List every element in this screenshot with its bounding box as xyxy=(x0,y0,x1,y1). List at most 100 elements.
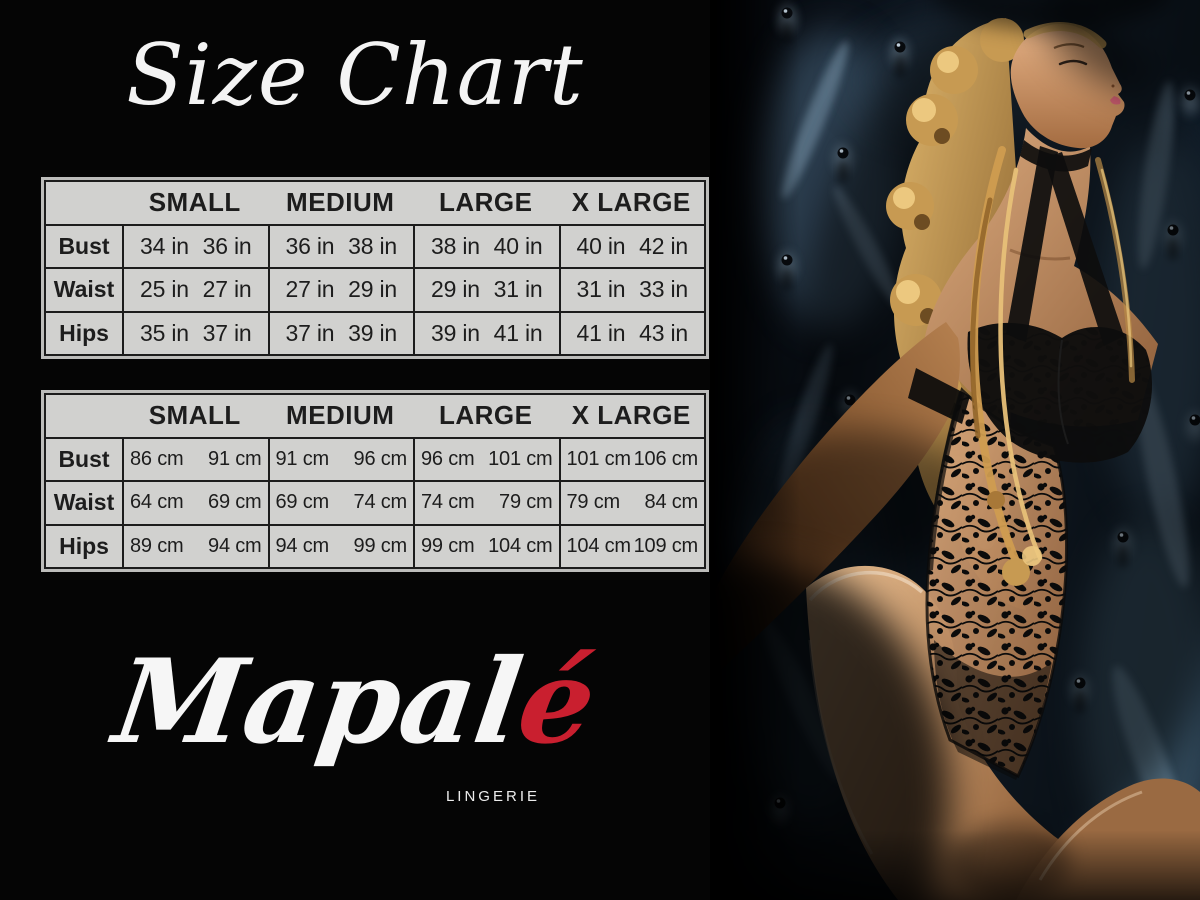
table-row-bust: Bust 34 in 36 in 36 in 38 in 38 in 40 in 40… xyxy=(46,225,705,267)
size-value: 31 in xyxy=(493,276,543,303)
table-row-bust: Bust 86 cm 91 cm 91 cm 96 cm 96 cm 101 cm 1… xyxy=(46,438,704,480)
page-title: Size Chart xyxy=(126,26,584,124)
column-header-large: LARGE xyxy=(439,400,533,431)
row-label: Hips xyxy=(59,532,109,559)
column-header-xlarge: X LARGE xyxy=(571,400,691,431)
size-value: 99 cm xyxy=(421,534,475,557)
neck-band xyxy=(1020,140,1092,172)
brand-name-main: Mapal xyxy=(106,634,530,770)
halter-strap-left xyxy=(1006,146,1058,342)
size-value: 37 in xyxy=(285,319,335,346)
size-value: 104 cm xyxy=(488,534,553,557)
size-cell: 89 cm 94 cm xyxy=(122,525,268,567)
hair-front xyxy=(970,146,1135,586)
table-corner-cell xyxy=(46,395,122,437)
size-value: 40 in xyxy=(576,232,626,259)
size-value: 96 cm xyxy=(353,447,408,470)
size-table-inches: SMALL MEDIUM LARGE X LARGE Bust 34 in 36 … xyxy=(41,177,709,359)
brand-name: Mapalé xyxy=(0,634,719,770)
size-chart-panel: Size Chart SMALL MEDIUM LARGE X LARGE Bu… xyxy=(0,26,710,866)
lighting-overlays xyxy=(710,0,1200,900)
size-value: 64 cm xyxy=(130,491,184,514)
table-row-waist: Waist 64 cm 69 cm 69 cm 74 cm 74 cm 79 cm 7… xyxy=(46,480,704,524)
size-cell: 25 in 27 in xyxy=(122,269,268,311)
size-value: 99 cm xyxy=(353,534,408,557)
table-row-waist: Waist 25 in 27 in 27 in 29 in 29 in 31 in 3… xyxy=(46,267,704,311)
size-value: 91 cm xyxy=(275,447,330,470)
size-value: 94 cm xyxy=(208,534,262,557)
size-cell: 99 cm 104 cm xyxy=(413,525,559,567)
size-cell: 40 in 42 in xyxy=(558,225,705,267)
size-value: 96 cm xyxy=(421,447,475,470)
size-cell: 74 cm 79 cm xyxy=(413,482,559,524)
size-cell: 94 cm 99 cm xyxy=(267,525,414,567)
size-cell: 38 in 40 in xyxy=(413,225,559,267)
size-cell: 91 cm 96 cm xyxy=(267,438,414,480)
row-label: Waist xyxy=(53,489,115,516)
row-label: Bust xyxy=(58,232,110,259)
row-label: Bust xyxy=(58,445,110,472)
brand-logo: Mapalé LINGERIE xyxy=(0,634,710,866)
size-value: 86 cm xyxy=(130,447,184,470)
row-label: Waist xyxy=(53,276,115,303)
column-header-medium: MEDIUM xyxy=(286,400,395,431)
size-value: 35 in xyxy=(140,319,189,346)
size-value: 37 in xyxy=(202,319,252,346)
size-cell: 37 in 39 in xyxy=(267,312,414,354)
size-value: 36 in xyxy=(202,232,252,259)
column-header-small: SMALL xyxy=(148,400,241,431)
size-value: 79 cm xyxy=(566,491,621,514)
column-header-medium: MEDIUM xyxy=(286,187,395,218)
size-value: 91 cm xyxy=(208,447,262,470)
size-cell: 96 cm 101 cm xyxy=(413,438,559,480)
size-value: 36 in xyxy=(285,232,335,259)
size-value: 94 cm xyxy=(275,534,330,557)
size-value: 109 cm xyxy=(633,534,699,557)
size-value: 39 in xyxy=(431,319,480,346)
size-cell: 36 in 38 in xyxy=(267,225,414,267)
table-row-hips: Hips 35 in 37 in 37 in 39 in 39 in 41 in 41… xyxy=(46,310,705,354)
row-label: Hips xyxy=(59,319,109,346)
size-cell: 86 cm 91 cm xyxy=(122,438,268,480)
size-value: 31 in xyxy=(576,276,626,303)
size-value: 41 in xyxy=(576,319,626,346)
size-cell: 35 in 37 in xyxy=(122,312,268,354)
size-cell: 79 cm 84 cm xyxy=(558,482,705,524)
size-table-centimeters: SMALL MEDIUM LARGE X LARGE Bust 86 cm 91 … xyxy=(41,390,709,572)
size-value: 104 cm xyxy=(566,534,632,557)
column-header-xlarge: X LARGE xyxy=(571,187,691,218)
size-value: 41 in xyxy=(493,319,543,346)
size-value: 29 in xyxy=(348,276,397,303)
size-cell: 104 cm 109 cm xyxy=(558,525,705,567)
size-value: 34 in xyxy=(140,232,189,259)
size-cell: 31 in 33 in xyxy=(558,269,705,311)
size-value: 101 cm xyxy=(488,447,553,470)
size-cell: 27 in 29 in xyxy=(267,269,414,311)
size-value: 27 in xyxy=(202,276,252,303)
size-value: 74 cm xyxy=(421,491,475,514)
size-cell: 34 in 36 in xyxy=(122,225,268,267)
lips xyxy=(1110,96,1121,105)
size-cell: 69 cm 74 cm xyxy=(267,482,414,524)
table-row-hips: Hips 89 cm 94 cm 94 cm 99 cm 99 cm 104 cm 1… xyxy=(46,523,705,567)
size-value: 27 in xyxy=(285,276,335,303)
size-value: 101 cm xyxy=(566,447,632,470)
halter-strap-right xyxy=(1044,152,1124,346)
size-value: 69 cm xyxy=(275,491,330,514)
column-header-small: SMALL xyxy=(148,187,241,218)
size-value: 29 in xyxy=(431,276,480,303)
size-cell: 39 in 41 in xyxy=(413,312,559,354)
table-header-row: SMALL MEDIUM LARGE X LARGE xyxy=(46,182,704,226)
brand-tagline: LINGERIE xyxy=(445,788,540,805)
size-cell: 64 cm 69 cm xyxy=(122,482,268,524)
size-cell: 29 in 31 in xyxy=(413,269,559,311)
size-value: 38 in xyxy=(348,232,397,259)
size-value: 42 in xyxy=(639,232,688,259)
size-cell: 41 in 43 in xyxy=(558,312,705,354)
size-value: 79 cm xyxy=(499,491,553,514)
back-band xyxy=(908,368,970,424)
size-value: 69 cm xyxy=(208,491,262,514)
size-value: 106 cm xyxy=(633,447,699,470)
lace-bodysuit xyxy=(908,140,1152,780)
